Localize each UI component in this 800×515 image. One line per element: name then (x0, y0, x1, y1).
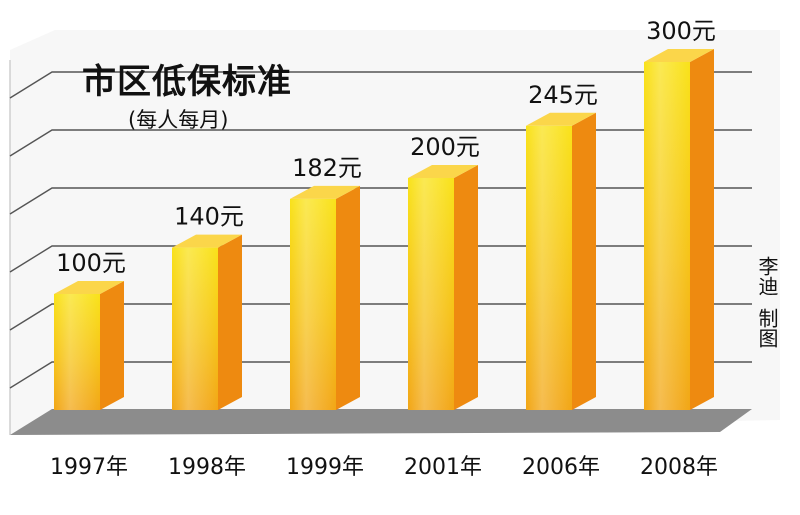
bar-highlight (290, 198, 336, 410)
x-tick-label: 2008年 (640, 455, 718, 480)
bar-side-face (218, 234, 242, 410)
bar (408, 165, 478, 410)
bar-value-label: 182元 (292, 154, 362, 182)
bar-highlight (644, 62, 690, 410)
x-tick-label: 1998年 (168, 455, 246, 480)
x-tick-label: 1997年 (50, 455, 128, 480)
chart-title: 市区低保标准 (82, 62, 292, 102)
bar-side-face (454, 165, 478, 410)
bar (526, 112, 596, 411)
gridlines (9, 71, 752, 389)
bar-side-face (100, 281, 124, 410)
bar-highlight (526, 125, 572, 411)
gridline (9, 245, 752, 273)
chart-subtitle: (每人每月) (128, 108, 229, 132)
bar-top-face (172, 234, 242, 248)
bar (290, 185, 360, 410)
bar-side-face (572, 112, 596, 411)
credit-block: 李迪 制图 (752, 256, 779, 348)
credit-label: 制图 (755, 308, 779, 348)
bar-value-label: 140元 (174, 203, 244, 231)
x-tick-label: 2006年 (522, 455, 600, 480)
credit-author: 李迪 (755, 256, 779, 296)
floor-panel (10, 409, 752, 435)
bar-top-face (290, 185, 360, 199)
gridline (9, 361, 752, 389)
bar (172, 234, 242, 410)
gridline (9, 187, 752, 215)
gridline (9, 303, 752, 331)
bar-highlight (54, 294, 100, 410)
bars (54, 49, 714, 411)
bar-value-label: 245元 (528, 81, 598, 109)
bar-value-label: 300元 (646, 17, 716, 45)
bar (644, 49, 714, 410)
bar-top-face (644, 49, 714, 62)
bar-value-label: 100元 (56, 249, 126, 277)
bar-top-face (408, 165, 478, 178)
value-labels: 100元 140元 182元 200元 245元 300元 (56, 17, 716, 277)
x-axis-ticks: 1997年 1998年 1999年 2001年 2006年 2008年 (50, 455, 718, 480)
bar-highlight (172, 247, 218, 410)
gridline (9, 129, 752, 157)
chart-floor (10, 409, 752, 435)
x-tick-label: 2001年 (404, 455, 482, 480)
bar-side-face (690, 49, 714, 410)
bar (54, 281, 124, 410)
bar-top-face (526, 112, 596, 126)
bar-side-face (336, 185, 360, 410)
bar-value-label: 200元 (410, 133, 480, 161)
bar-top-face (54, 281, 124, 294)
x-tick-label: 1999年 (286, 455, 364, 480)
bar-highlight (408, 178, 454, 410)
gridline (9, 71, 752, 99)
